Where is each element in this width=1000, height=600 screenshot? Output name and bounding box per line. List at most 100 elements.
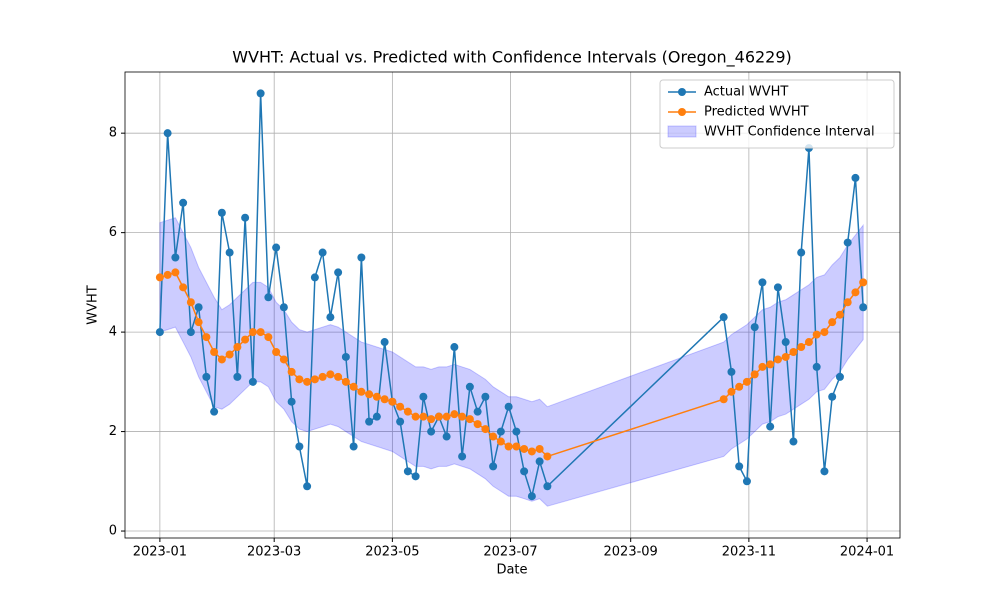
point: [225, 350, 234, 359]
point: [512, 427, 521, 436]
point: [419, 412, 428, 421]
point: [450, 343, 459, 352]
point: [194, 318, 203, 327]
legend-label: Predicted WVHT: [704, 105, 809, 120]
point: [527, 492, 536, 501]
point: [442, 412, 451, 421]
point: [365, 417, 374, 426]
legend-swatch: [667, 125, 697, 138]
point: [202, 333, 211, 342]
point: [248, 328, 257, 337]
point: [465, 382, 474, 391]
point: [489, 462, 498, 471]
point: [310, 375, 319, 384]
point: [727, 367, 736, 376]
point: [217, 355, 226, 364]
point: [411, 412, 420, 421]
point: [727, 387, 736, 396]
x-tick-label: 2024-01: [840, 545, 894, 560]
point: [233, 343, 242, 352]
point: [504, 442, 513, 451]
point: [820, 467, 829, 476]
point: [303, 482, 312, 491]
point: [804, 338, 813, 347]
y-axis-label: WVHT: [86, 285, 101, 325]
point: [520, 467, 529, 476]
point: [520, 444, 529, 453]
point: [171, 253, 180, 262]
point: [750, 370, 759, 379]
legend-label: Actual WVHT: [704, 85, 788, 100]
point: [318, 372, 327, 381]
point: [194, 303, 203, 312]
point: [171, 268, 180, 277]
point: [411, 472, 420, 481]
point: [310, 273, 319, 282]
point: [543, 482, 552, 491]
legend-marker: [678, 88, 686, 96]
point: [365, 390, 374, 399]
point: [851, 288, 860, 297]
point: [843, 298, 852, 307]
point: [496, 437, 505, 446]
point: [859, 303, 868, 312]
point: [163, 129, 172, 138]
point: [750, 323, 759, 332]
point: [357, 387, 366, 396]
point: [812, 330, 821, 339]
x-axis-label: Date: [496, 563, 527, 578]
point: [735, 382, 744, 391]
x-tick-label: 2023-05: [365, 545, 419, 560]
point: [719, 395, 728, 404]
point: [264, 293, 273, 302]
point: [781, 352, 790, 361]
point: [279, 303, 288, 312]
point: [427, 415, 436, 424]
point: [326, 370, 335, 379]
point: [512, 442, 521, 451]
series-line: [159, 271, 864, 458]
point: [473, 407, 482, 416]
point: [504, 402, 513, 411]
chart-title: WVHT: Actual vs. Predicted with Confiden…: [232, 48, 792, 68]
point: [859, 278, 868, 287]
y-tick-label: 8: [109, 126, 117, 141]
point: [241, 335, 250, 344]
legend-marker: [678, 108, 686, 116]
y-tick-label: 6: [109, 225, 117, 240]
point: [334, 372, 343, 381]
point: [835, 372, 844, 381]
point: [380, 395, 389, 404]
point: [828, 318, 837, 327]
point: [155, 328, 164, 337]
point: [295, 375, 304, 384]
point: [279, 355, 288, 364]
point: [202, 372, 211, 381]
series-line: [159, 93, 864, 500]
point: [851, 173, 860, 182]
point: [735, 462, 744, 471]
point: [357, 253, 366, 262]
point: [303, 377, 312, 386]
point: [210, 347, 219, 356]
point: [264, 333, 273, 342]
point: [719, 313, 728, 322]
point: [450, 410, 459, 419]
point: [473, 420, 482, 429]
point: [372, 392, 381, 401]
point: [179, 283, 188, 292]
point: [272, 243, 281, 252]
point: [442, 432, 451, 441]
point: [766, 360, 775, 369]
point: [797, 248, 806, 257]
point: [843, 238, 852, 247]
point: [341, 377, 350, 386]
x-tick-label: 2023-03: [247, 545, 301, 560]
point: [781, 338, 790, 347]
point: [396, 402, 405, 411]
point: [481, 425, 490, 434]
point: [163, 270, 172, 279]
point: [419, 392, 428, 401]
point: [256, 328, 265, 337]
point: [766, 422, 775, 431]
